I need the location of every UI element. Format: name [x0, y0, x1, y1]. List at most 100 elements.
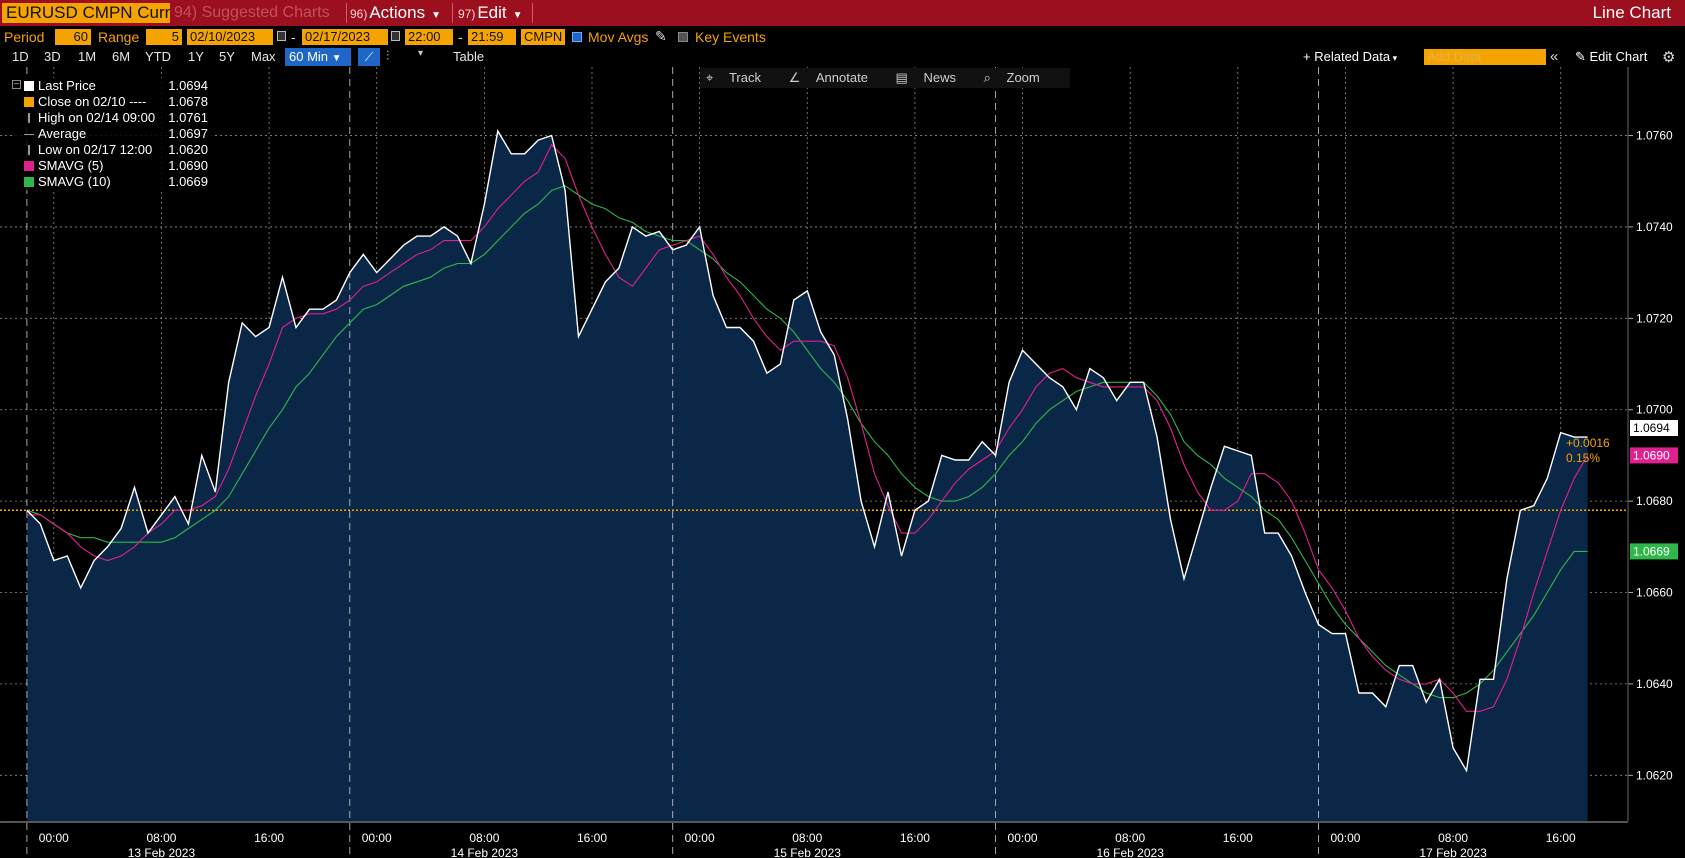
series-line-smavg-5 [26, 143, 1589, 712]
series-line-smavg-10 [26, 185, 1588, 699]
chevron-down-icon[interactable]: ▾ [418, 48, 424, 59]
calendar-icon[interactable] [391, 31, 400, 41]
x-tick-label: 08:00 [792, 831, 822, 845]
pencil-icon: ✎ [1575, 49, 1590, 64]
y-tick-label: 1.0720 [1636, 311, 1673, 325]
title-divider [532, 3, 533, 23]
range-input[interactable]: 5 [146, 29, 182, 45]
start-time-input[interactable]: 22:00 [405, 29, 453, 45]
magnifier-icon: ⌕ [983, 70, 995, 85]
period-1y[interactable]: 1Y [188, 49, 204, 64]
x-tick-label: 00:00 [1008, 831, 1038, 845]
gear-icon[interactable]: ⚙ [1662, 49, 1676, 66]
x-tick-label: 16:00 [254, 831, 284, 845]
low-marker-icon [28, 145, 30, 155]
legend-swatch [24, 177, 34, 187]
line-chart-icon[interactable]: ⟋ [358, 48, 380, 66]
suggested-charts-menu[interactable]: 94) Suggested Charts [174, 4, 330, 21]
period-max[interactable]: Max [251, 49, 276, 64]
table-button[interactable]: Table [453, 49, 485, 64]
collapse-legend-icon[interactable]: − [12, 79, 21, 90]
related-data-label: Related Data [1314, 49, 1391, 64]
zoom-tool[interactable]: ⌕ Zoom [984, 70, 1052, 85]
crosshair-icon: ⌖ [706, 70, 717, 85]
last-price-tag: 1.0694 [1633, 421, 1670, 435]
chevron-down-icon: ▼ [431, 10, 441, 21]
news-icon: ▤ [895, 70, 912, 85]
end-date-input[interactable]: 02/17/2023 [302, 29, 388, 45]
x-day-label: 17 Feb 2023 [1419, 846, 1487, 858]
track-tool[interactable]: ⌖ Track [706, 70, 773, 85]
key-events-label[interactable]: Key Events [695, 29, 766, 45]
period-6m[interactable]: 6M [112, 49, 131, 64]
legend-value: 1.0620 [168, 142, 208, 157]
period-5y[interactable]: 5Y [219, 49, 235, 64]
pencil-icon: ∠ [788, 70, 804, 85]
x-tick-label: 16:00 [900, 831, 930, 845]
last-price-area [26, 130, 1588, 821]
actions-menu-number: 96) [350, 7, 368, 21]
legend-label: High on 02/14 09:00 [38, 110, 156, 125]
mov-avgs-label[interactable]: Mov Avgs [588, 29, 649, 45]
security-ticker-field[interactable]: EURUSD CMPN Curncy [2, 3, 170, 23]
chevron-down-icon: ▼ [331, 53, 342, 64]
period-1m[interactable]: 1M [78, 49, 97, 64]
controls-row: Period 60 Range 5 02/10/2023 - 02/17/202… [0, 27, 1685, 47]
x-tick-label: 08:00 [146, 831, 176, 845]
range-label: Range [98, 29, 140, 45]
chart-type-label: Line Chart [1592, 3, 1671, 22]
x-tick-label: 08:00 [1115, 831, 1145, 845]
add-data-input[interactable]: Add Data [1424, 49, 1546, 65]
related-data-menu[interactable]: + Related Data ▾ [1303, 49, 1397, 64]
legend-value: 1.0761 [168, 110, 208, 125]
legend-label: SMAVG (5) [38, 158, 104, 173]
change-absolute: +0.0016 [1566, 436, 1610, 450]
price-chart[interactable]: 1.0620 1.0640 1.0660 1.0680 1.0700 1.0720 1.07… [0, 67, 1685, 858]
x-tick-label: 16:00 [577, 831, 607, 845]
legend-value: 1.0694 [168, 78, 208, 93]
period-ytd[interactable]: YTD [145, 49, 171, 64]
x-tick-label: 00:00 [1330, 831, 1360, 845]
collapse-icon[interactable]: « [1550, 48, 1559, 65]
edit-menu[interactable]: 97) Edit ▼ [458, 3, 523, 23]
legend-row-sma5: SMAVG (5) 1.0690 [12, 158, 212, 174]
period-1d[interactable]: 1D [12, 49, 29, 64]
legend-value: 1.0697 [168, 126, 208, 141]
end-time-input[interactable]: 21:59 [468, 29, 516, 45]
legend-row-close: Close on 02/10 ---- 1.0678 [12, 94, 212, 110]
period-label: Period [4, 29, 45, 45]
title-divider [452, 3, 453, 23]
x-day-label: 13 Feb 2023 [128, 846, 196, 858]
chart-legend: − Last Price 1.0694 Close on 02/10 ---- 1.… [12, 78, 212, 190]
edit-chart-button[interactable]: ✎ Edit Chart [1575, 49, 1647, 65]
start-date-input[interactable]: 02/10/2023 [187, 29, 273, 45]
y-tick-label: 1.0680 [1636, 494, 1673, 508]
sma5-tag-bg [1630, 447, 1678, 464]
sma10-tag-bg [1630, 543, 1678, 560]
x-tick-label: 00:00 [685, 831, 715, 845]
last-price-tag-bg [1630, 420, 1678, 437]
news-tool[interactable]: ▤ News [896, 70, 968, 85]
x-tick-label: 00:00 [362, 831, 392, 845]
bar-chart-icon[interactable]: ⫶ [386, 48, 390, 63]
annotate-tool[interactable]: ∠ Annotate [789, 70, 880, 85]
source-input[interactable]: CMPN [521, 29, 565, 45]
period-input[interactable]: 60 [55, 29, 91, 45]
legend-value: 1.0678 [168, 94, 208, 109]
pencil-icon[interactable]: ✎ [655, 28, 667, 44]
legend-value: 1.0669 [168, 174, 208, 189]
period-3d[interactable]: 3D [44, 49, 61, 64]
mov-avgs-checkbox[interactable] [572, 32, 582, 42]
x-day-label: 14 Feb 2023 [451, 846, 519, 858]
period-60min-dropdown[interactable]: 60 Min ▼ [285, 48, 351, 66]
track-label: Track [728, 70, 761, 85]
legend-label: SMAVG (10) [38, 174, 111, 189]
high-marker-icon [28, 113, 30, 123]
news-label: News [923, 70, 956, 85]
legend-value: 1.0690 [168, 158, 208, 173]
key-events-checkbox[interactable] [678, 32, 688, 42]
actions-menu[interactable]: 96) Actions ▼ [350, 3, 441, 23]
edit-chart-label: Edit Chart [1589, 49, 1648, 64]
calendar-icon[interactable] [277, 31, 286, 41]
legend-swatch [24, 81, 34, 91]
